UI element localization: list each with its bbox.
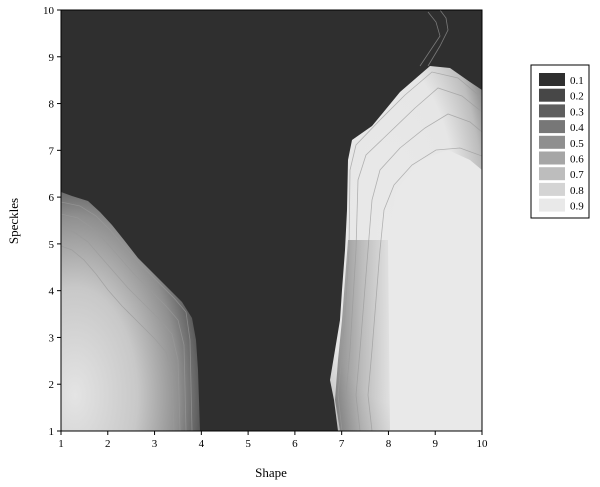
legend-swatch xyxy=(539,198,565,212)
x-tick-label: 3 xyxy=(152,438,158,450)
legend-swatch xyxy=(539,151,565,165)
legend-swatch xyxy=(539,182,565,196)
legend-swatch xyxy=(539,104,565,118)
contour-lines-left xyxy=(61,201,193,431)
x-tick-label: 8 xyxy=(386,438,392,450)
y-tick-label: 4 xyxy=(49,286,55,298)
y-tick-label: 10 xyxy=(43,5,55,17)
x-axis-label: Shape xyxy=(255,465,287,480)
plot-area xyxy=(61,10,482,431)
legend-label: 0.8 xyxy=(570,185,584,197)
y-tick-label: 6 xyxy=(49,192,55,204)
y-axis: 1 2 3 4 5 6 7 8 9 10 xyxy=(43,5,61,438)
y-tick-label: 5 xyxy=(49,239,55,251)
legend-label: 0.7 xyxy=(570,169,584,181)
legend-swatch xyxy=(539,135,565,149)
y-axis-label: Speckles xyxy=(6,198,21,244)
legend-swatch xyxy=(539,88,565,102)
x-tick-label: 6 xyxy=(292,438,298,450)
x-tick-label: 5 xyxy=(245,438,251,450)
legend-label: 0.2 xyxy=(570,91,584,103)
legend-label: 0.5 xyxy=(570,138,584,150)
x-tick-label: 1 xyxy=(58,438,64,450)
x-tick-label: 9 xyxy=(432,438,438,450)
y-tick-label: 1 xyxy=(49,426,55,438)
contour-region-transition xyxy=(335,240,390,431)
legend-label: 0.9 xyxy=(570,201,584,213)
legend-label: 0.1 xyxy=(570,75,584,87)
x-tick-label: 4 xyxy=(199,438,205,450)
y-tick-label: 9 xyxy=(49,52,55,64)
legend-swatch xyxy=(539,120,565,134)
x-axis: 1 2 3 4 5 6 7 8 9 10 xyxy=(58,431,488,450)
contour-region-right-core xyxy=(388,150,482,431)
legend-swatch xyxy=(539,167,565,181)
x-tick-label: 10 xyxy=(477,438,489,450)
legend-label: 0.4 xyxy=(570,122,584,134)
y-tick-label: 8 xyxy=(49,99,55,111)
contour-region-left xyxy=(61,192,200,431)
legend: 0.1 0.2 0.3 0.4 0.5 0.6 0.7 0.8 0.9 xyxy=(530,64,590,219)
y-tick-label: 3 xyxy=(49,332,55,344)
legend-label: 0.3 xyxy=(570,106,584,118)
y-tick-label: 7 xyxy=(49,145,55,157)
y-tick-label: 2 xyxy=(49,379,55,391)
x-tick-label: 2 xyxy=(105,438,111,450)
plot-frame xyxy=(60,9,483,432)
legend-label: 0.6 xyxy=(570,154,584,166)
x-tick-label: 7 xyxy=(339,438,345,450)
contour-lines-right xyxy=(337,10,482,431)
legend-swatch xyxy=(539,73,565,86)
